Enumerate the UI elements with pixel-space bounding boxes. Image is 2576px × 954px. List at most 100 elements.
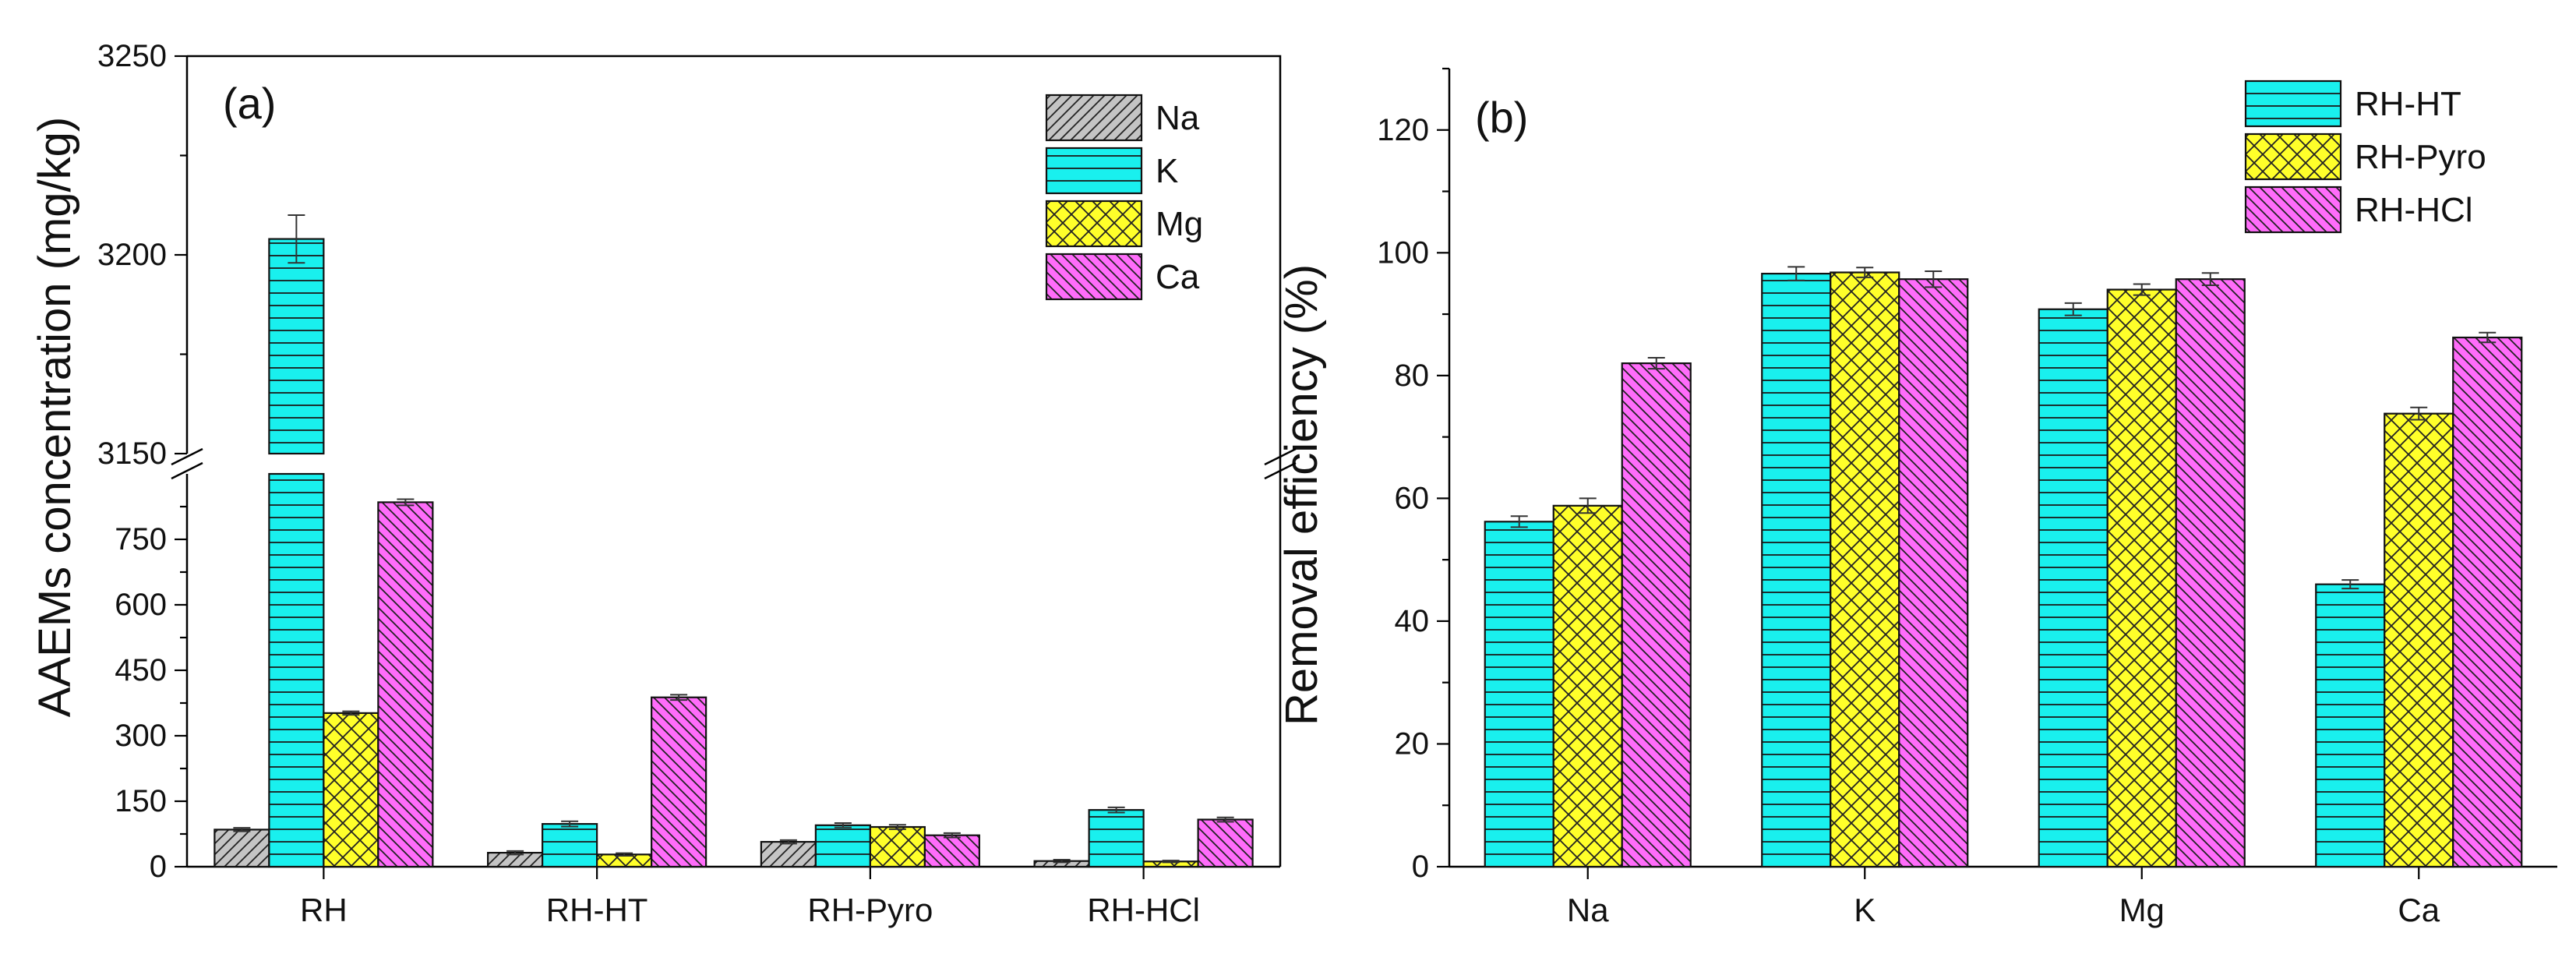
panel-a-y-axis-title: AAEMs concentration (mg/kg) xyxy=(30,117,80,717)
panel-b-legend-swatch-rh-hcl xyxy=(2244,186,2342,234)
panel-a-bar-na-rh-hcl-error xyxy=(1053,859,1071,864)
panel-b-ytick-label: 80 xyxy=(1395,359,1430,393)
panel-a-bar-ca-rh-ht xyxy=(651,696,708,868)
panel-a-bar-k-rh-lower xyxy=(268,472,325,868)
panel-a-ytick-label: 3200 xyxy=(97,238,167,272)
panel-a-bar-k-rh-error xyxy=(288,214,305,264)
panel-a-frame xyxy=(187,55,1282,867)
panel-b-bar-rh-ht-k-error xyxy=(1787,266,1805,281)
panel-b-bar-rh-pyro-na-error xyxy=(1579,497,1597,514)
panel-b-bar-rh-pyro-k-error xyxy=(1856,267,1874,278)
panel-a-legend-swatch-ca xyxy=(1045,253,1143,301)
panel-b-bar-rh-hcl-na xyxy=(1621,362,1692,868)
panel-a-bar-k-rh-upper xyxy=(268,238,325,455)
panel-b-ytick-label: 60 xyxy=(1395,481,1430,515)
panel-a-axis-break-left xyxy=(171,447,203,480)
panel-b-ytick-label: 0 xyxy=(1412,850,1429,884)
panel-a-bar-ca-rh-hcl-error xyxy=(1216,816,1234,823)
panel-a-bar-k-rh-ht xyxy=(542,823,598,868)
panel-b-bar-rh-ht-na-error xyxy=(1510,515,1528,528)
panel-b-bar-rh-ht-k xyxy=(1761,272,1832,868)
panel-a-bar-k-rh-ht-error xyxy=(561,820,579,828)
panel-a-bar-k-rh-pyro-error xyxy=(834,822,852,829)
panel-b-bar-rh-pyro-mg-error xyxy=(2133,283,2151,296)
panel-b-legend-label-rh-ht: RH-HT xyxy=(2355,85,2461,123)
panel-a-xtick-label-rh-hcl: RH-HCl xyxy=(1087,892,1200,928)
panel-b-bar-rh-hcl-na-error xyxy=(1647,357,1665,370)
panel-a-bar-mg-rh xyxy=(323,712,379,868)
panel-a-ytick-label: 3250 xyxy=(97,39,167,73)
panel-b-bar-rh-ht-mg-error xyxy=(2064,302,2082,316)
panel-a-legend-label-mg: Mg xyxy=(1156,205,1203,243)
panel-a-legend-swatch-na xyxy=(1045,94,1143,142)
panel-a-legend-swatch-k xyxy=(1045,147,1143,195)
panel-b-label: (b) xyxy=(1475,93,1528,142)
panel-a-bar-ca-rh-hcl xyxy=(1197,818,1254,868)
panel-a-bar-k-rh-hcl xyxy=(1088,809,1145,868)
panel-b-bar-rh-hcl-mg xyxy=(2175,278,2246,868)
panel-a-bar-k-rh-hcl-error xyxy=(1107,806,1125,814)
panel-b-y-axis-title: Removal efficiency (%) xyxy=(1276,264,1327,726)
panel-a-bar-mg-rh-error xyxy=(342,710,360,716)
panel-a-ytick-label: 0 xyxy=(150,850,167,884)
panel-a-label: (a) xyxy=(223,79,276,128)
panel-b-ytick-label: 100 xyxy=(1377,235,1429,270)
panel-b-legend-label-rh-hcl: RH-HCl xyxy=(2355,191,2473,229)
panel-a-bar-mg-rh-ht-error xyxy=(616,852,633,857)
panel-a-bar-na-rh-pyro-error xyxy=(779,839,797,845)
panel-b-bar-rh-pyro-ca xyxy=(2384,412,2454,868)
panel-a-xtick-label-rh-ht: RH-HT xyxy=(546,892,648,928)
panel-b-legend-swatch-rh-pyro xyxy=(2244,132,2342,181)
panel-a-ytick-label: 300 xyxy=(115,719,167,753)
panel-a-bar-ca-rh-pyro xyxy=(923,834,980,868)
panel-a-legend-label-na: Na xyxy=(1156,99,1200,137)
panel-b-legend-swatch-rh-ht xyxy=(2244,80,2342,128)
panel-b-bar-rh-pyro-mg xyxy=(2106,288,2177,868)
panel-a-ytick-label: 150 xyxy=(115,784,167,818)
panel-b-bar-rh-ht-na xyxy=(1484,521,1554,868)
panel-b-bar-rh-hcl-k-error xyxy=(1925,270,1943,288)
panel-a-bar-k-rh-pyro xyxy=(814,824,871,868)
panel-b-xtick-label-mg: Mg xyxy=(2119,892,2165,928)
panel-a-legend-label-k: K xyxy=(1156,152,1178,190)
panel-a-xtick-label-rh: RH xyxy=(300,892,348,928)
panel-a-ytick-label: 600 xyxy=(115,588,167,622)
panel-a-ytick-label: 3150 xyxy=(97,436,167,471)
panel-b-bar-rh-hcl-mg-error xyxy=(2201,272,2219,287)
panel-b-xtick-label-ca: Ca xyxy=(2398,892,2440,928)
panel-a-bar-ca-rh-pyro-error xyxy=(943,832,961,839)
panel-a-bar-na-rh-error xyxy=(233,827,251,832)
panel-b-bar-rh-ht-ca-error xyxy=(2341,579,2359,590)
panel-a-bar-na-rh-ht-error xyxy=(506,850,524,856)
panel-b-bar-rh-hcl-ca-error xyxy=(2479,331,2497,344)
panel-b-ytick-label: 40 xyxy=(1395,604,1430,638)
panel-b-bar-rh-pyro-k xyxy=(1830,271,1900,868)
panel-b-bar-rh-ht-ca xyxy=(2315,583,2386,868)
panel-b-legend-label-rh-pyro: RH-Pyro xyxy=(2355,138,2486,176)
panel-b-bar-rh-hcl-k xyxy=(1898,278,1969,868)
panel-b-bar-rh-pyro-ca-error xyxy=(2410,406,2428,421)
panel-b-bar-rh-ht-mg xyxy=(2038,308,2108,868)
panel-a-bar-na-rh-pyro xyxy=(760,840,817,868)
panel-a-bar-ca-rh-error xyxy=(397,498,415,507)
panel-b-ytick-label: 20 xyxy=(1395,726,1430,761)
panel-a-bar-mg-rh-pyro xyxy=(869,825,926,868)
panel-b-xtick-label-k: K xyxy=(1854,892,1876,928)
panel-a-axis-break-right xyxy=(1264,447,1297,480)
panel-a-bar-ca-rh-ht-error xyxy=(670,694,688,701)
panel-a-xtick-label-rh-pyro: RH-Pyro xyxy=(807,892,933,928)
panel-a-bar-na-rh xyxy=(213,829,270,868)
panel-a-ytick-label: 450 xyxy=(115,653,167,687)
panel-a-bar-mg-rh-pyro-error xyxy=(888,824,906,830)
panel-b-ytick-label: 120 xyxy=(1377,113,1429,147)
panel-b-bar-rh-hcl-ca xyxy=(2452,336,2523,868)
panel-b-bar-rh-pyro-na xyxy=(1552,504,1623,868)
panel-a-legend-label-ca: Ca xyxy=(1156,258,1200,296)
panel-b-xtick-label-na: Na xyxy=(1567,892,1609,928)
panel-a-ytick-label: 750 xyxy=(115,522,167,556)
chart-panel-b: 0 20 40 60 80 100 120 Na K Mg Ca RH-HT RH-Pyro RH-HCl xyxy=(1377,67,2557,928)
panel-a-legend-swatch-mg xyxy=(1045,200,1143,248)
chart-panel-a: 0 150 300 450 600 750 3150 3200 3250 RH RH-HT RH-Py… xyxy=(97,39,1297,928)
panel-a-bar-ca-rh xyxy=(377,501,434,868)
